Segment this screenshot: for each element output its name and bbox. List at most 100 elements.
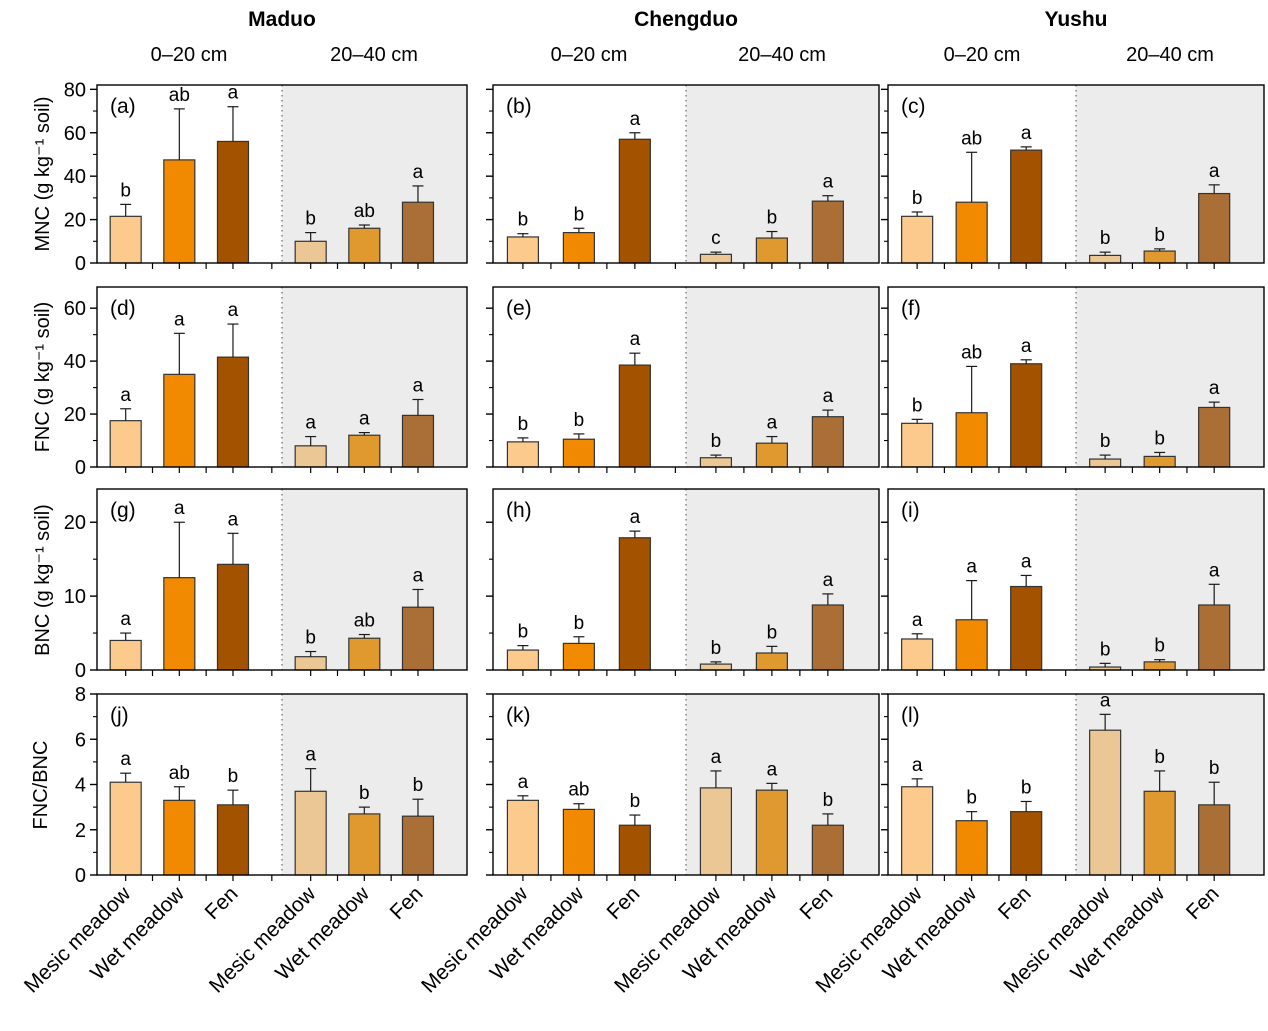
panel-label: (l)	[901, 704, 920, 727]
bar	[109, 781, 142, 876]
sig-letter: a	[630, 109, 641, 130]
bar	[506, 649, 540, 671]
x-tick-label: Fen	[201, 882, 243, 924]
panel-chart-c: bab ab ba(c)	[881, 84, 1265, 269]
y-tick-label: 80	[64, 79, 86, 101]
shaded-depth-region	[1076, 489, 1264, 670]
panel-label: (k)	[506, 704, 531, 727]
sig-letter: a	[518, 772, 529, 793]
bar	[811, 604, 844, 671]
bar	[811, 416, 844, 468]
sig-letter: a	[823, 172, 834, 193]
sig-letter: a	[823, 386, 834, 407]
bar	[618, 537, 651, 671]
sig-letter: a	[823, 570, 834, 591]
sig-letter: b	[630, 791, 641, 812]
sig-letter: b	[1100, 431, 1111, 452]
sig-letter: a	[912, 755, 923, 776]
bar	[901, 786, 934, 876]
bar	[1198, 604, 1231, 671]
y-tick-label: 0	[75, 865, 86, 887]
bar	[618, 364, 651, 468]
bar	[294, 656, 327, 671]
bar	[506, 236, 540, 264]
panel-chart-b: b b a c b a (b)	[486, 84, 880, 269]
y-tick-label: 20	[64, 210, 86, 232]
y-tick-label: 0	[75, 660, 86, 682]
panel-label: (i)	[901, 499, 920, 522]
bar	[955, 412, 988, 468]
sig-letter: b	[1154, 225, 1165, 246]
panel-border	[887, 286, 1265, 468]
bar	[1143, 250, 1176, 264]
bar	[109, 639, 142, 671]
bar	[699, 253, 733, 264]
panel-border	[887, 488, 1265, 671]
bar	[901, 215, 934, 264]
panel-border	[96, 84, 468, 264]
bar	[955, 201, 988, 264]
panel-border	[492, 488, 880, 671]
sig-letter: a	[228, 509, 239, 530]
bar	[401, 815, 435, 876]
sig-letter: b	[518, 414, 529, 435]
panel-label: (j)	[110, 704, 129, 727]
bar	[163, 799, 196, 876]
bar	[699, 663, 733, 671]
location-header-yushu: Yushu	[1044, 8, 1108, 31]
panel-border	[492, 286, 880, 468]
y-axis-label-bnc: BNC (g kg⁻¹ soil)	[32, 504, 54, 656]
bar	[348, 227, 381, 264]
sig-letter: b	[966, 788, 977, 809]
depth-header-maduo-20-40: 20–40 cm	[330, 44, 418, 66]
sig-letter: a	[1021, 551, 1032, 572]
bar	[294, 445, 327, 468]
bar	[755, 237, 788, 264]
bar	[294, 790, 327, 876]
bar	[901, 422, 934, 468]
sig-letter: b	[574, 410, 585, 431]
bar	[901, 638, 934, 671]
bar	[348, 434, 381, 468]
bar	[562, 438, 595, 468]
y-axis-label-mnc: MNC (g kg⁻¹ soil)	[32, 96, 54, 252]
y-tick-label: 60	[64, 298, 86, 320]
bar	[109, 215, 142, 264]
y-tick-label: 4	[75, 775, 86, 797]
sig-letter: ab	[169, 763, 190, 784]
sig-letter: b	[711, 431, 722, 452]
sig-letter: b	[1100, 228, 1111, 249]
x-tick-label: Wet meadow	[1067, 882, 1170, 985]
sig-letter: b	[1100, 639, 1111, 660]
sig-letter: ab	[354, 611, 375, 632]
y-tick-label: 0	[75, 457, 86, 479]
panel-chart-d: a a a a a a 0 20 40 60 (d)	[64, 286, 468, 479]
y-tick-label: 60	[64, 123, 86, 145]
sig-letter: a	[228, 83, 239, 104]
sig-letter: a	[966, 557, 977, 578]
bar	[163, 159, 196, 264]
bar	[506, 799, 540, 876]
depth-header-chengduo-0-20: 0–20 cm	[550, 44, 628, 66]
sig-letter: a	[228, 300, 239, 321]
sig-letter: b	[912, 188, 923, 209]
sig-letter: a	[305, 745, 316, 766]
y-axis-label-fnc: FNC (g kg⁻¹ soil)	[32, 301, 54, 453]
sig-letter: a	[120, 609, 131, 630]
panel-label: (h)	[506, 499, 532, 522]
y-tick-label: 2	[75, 820, 86, 842]
sig-letter: b	[1154, 636, 1165, 657]
x-tick-label: Wet meadow	[879, 882, 982, 985]
bar	[955, 619, 988, 671]
panel-chart-f: bab ab ba(f)	[881, 286, 1265, 473]
sig-letter: b	[574, 613, 585, 634]
sig-letter: a	[1021, 123, 1032, 144]
sig-letter: b	[518, 622, 529, 643]
sig-letter: b	[518, 210, 529, 231]
x-tick-label: Fen	[1182, 882, 1224, 924]
sig-letter: b	[823, 790, 834, 811]
bar	[618, 138, 651, 264]
